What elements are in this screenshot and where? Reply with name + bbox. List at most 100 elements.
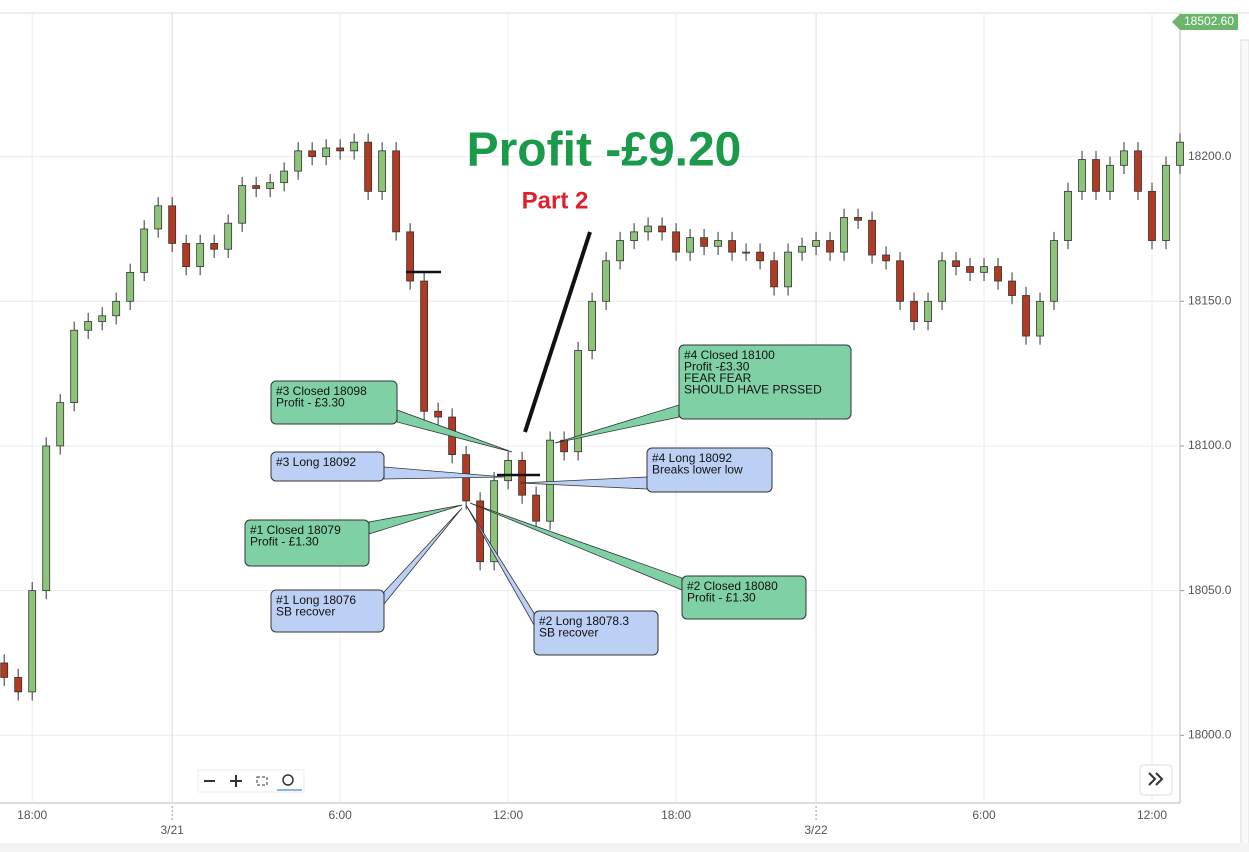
callout-text: FEAR FEAR [684,371,752,385]
candle-body [714,240,722,247]
candle-body [994,266,1002,282]
candle-body [392,150,401,233]
candle-body [504,460,513,482]
candle-body [910,300,918,322]
candle-body [14,677,23,693]
callout-text: Profit -£3.30 [684,360,750,374]
callout-box [270,451,385,482]
candle-body [1022,295,1030,337]
candle-body [868,219,876,256]
x-tick-label: 12:00 [1137,808,1167,822]
candle-body [1050,240,1058,302]
bottom-strip [0,843,1249,852]
candle-body [602,260,610,302]
candle-body [1036,300,1044,337]
candle-body [210,243,219,250]
candle-body [896,260,904,302]
y-tick-label: 18100.0 [1188,438,1232,452]
callout-box [646,447,773,493]
candle-body [1148,190,1156,241]
candle-body [112,300,121,317]
scroll-button[interactable] [1139,764,1173,796]
candle-body [924,300,932,322]
date-label: 3/21 [160,823,184,837]
callout-text: #3 Closed 18098 [276,384,367,398]
callout-box [270,380,398,425]
side-strip [1240,39,1249,852]
candle-body [42,445,51,592]
candle-body [1134,150,1142,192]
candle-body [1064,190,1072,241]
callout-text: Profit - £1.30 [250,535,319,549]
callout-text: #2 Closed 18080 [687,579,778,593]
callout-box [270,589,385,633]
date-label: 3/22 [804,823,828,837]
candle-body [56,402,65,447]
callout-text: #1 Closed 18079 [250,523,341,537]
candle-body [1106,164,1114,192]
candle-body [434,410,443,418]
candle-body [980,266,988,273]
callout-text: #4 Long 18092 [652,451,732,465]
candle-body [938,260,946,302]
candle-body [98,315,107,322]
price-tag: 18502.60 [1184,14,1234,28]
candle-body [322,147,331,158]
y-tick-label: 18200.0 [1188,149,1232,163]
candle-body [378,150,387,192]
candle-body [826,240,834,253]
callout-box [533,610,659,656]
candle-body [182,243,191,267]
candle-body [224,222,233,250]
candle-body [294,150,303,172]
fit[interactable] [256,776,268,786]
callout-text: #1 Long 18076 [276,593,356,607]
candle-body [966,266,974,273]
candle-body [28,590,37,693]
candle-body [336,147,345,152]
candle-body [658,225,666,233]
callout-text: #4 Closed 18100 [684,348,775,362]
candle-body [238,185,247,224]
candle-body [882,254,890,262]
candle-body [350,141,359,152]
candle-body [854,216,862,221]
callout-text: #2 Long 18078.3 [539,614,629,628]
x-tick-label: 18:00 [17,808,47,822]
y-tick-label: 18150.0 [1188,293,1232,307]
candle-body [742,251,750,254]
candle-body [784,251,792,288]
y-tick-label: 18050.0 [1188,583,1232,597]
zoom-in[interactable] [230,775,242,787]
candle-body [168,205,177,244]
chart-subtitle: Part 2 [522,187,589,214]
callout-text: #3 Long 18092 [276,455,356,469]
candle-body [728,240,736,253]
candle-body [0,662,9,678]
candle-body [616,240,624,262]
candle-body [756,251,764,262]
x-tick-label: 18:00 [661,808,691,822]
zoom-controls[interactable] [197,769,305,793]
candle-body [1078,159,1086,192]
candle-body [1120,150,1128,166]
callout-box [681,575,807,620]
candle-body [420,280,429,412]
callout-text: SB recover [539,626,598,640]
candle-body [266,182,275,189]
scroll-bg[interactable] [1139,764,1173,796]
candle-body [252,185,261,189]
candle-body [70,329,79,403]
candle-body [574,350,583,453]
candle-body [798,245,806,253]
candle-body [700,237,708,247]
candle-body [140,228,149,273]
x-tick-label: 6:00 [972,808,996,822]
y-tick-label: 18000.0 [1188,727,1232,741]
zoom-reset[interactable] [282,774,294,786]
callout-box [244,519,370,567]
price-tag-bg [1172,14,1238,30]
candle-body [1008,280,1016,296]
candle-body [644,225,652,233]
callout-text: SB recover [276,605,335,619]
